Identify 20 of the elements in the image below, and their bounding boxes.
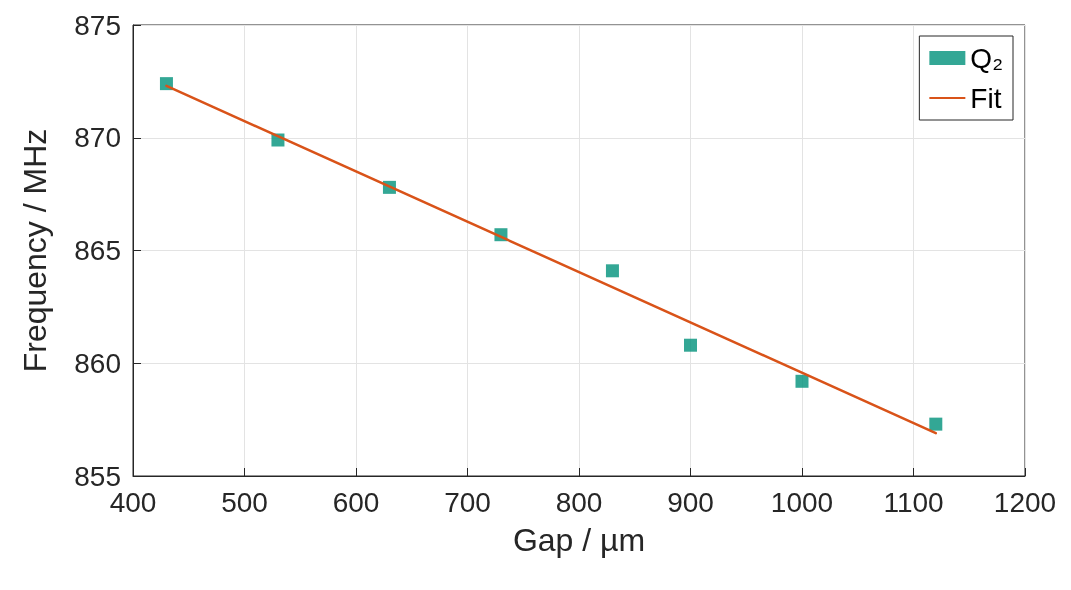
y-tick-label: 870	[74, 122, 121, 154]
x-tick-label: 600	[332, 486, 380, 518]
x-tick-label: 900	[667, 486, 714, 518]
y-tick-label: 865	[74, 235, 121, 266]
legend-label: Fit	[970, 82, 1002, 114]
legend-label: Q₂	[970, 42, 1004, 74]
point	[605, 264, 619, 278]
point	[929, 417, 943, 431]
y-tick-label: 875	[74, 9, 121, 41]
x-tick-label: 1200	[993, 486, 1057, 518]
y-tick-label: 860	[74, 347, 121, 379]
x-tick-label: 1000	[770, 486, 834, 518]
point	[795, 374, 809, 388]
x-tick-label: 500	[221, 486, 268, 518]
point	[684, 338, 697, 352]
x-tick-label: 1100	[883, 486, 944, 518]
x-axis-title: Gap / µm	[512, 522, 646, 558]
y-axis-title: Frequency / MHz	[17, 128, 53, 373]
x-tick-label: 700	[444, 486, 491, 518]
x-tick-label: 800	[555, 486, 603, 518]
